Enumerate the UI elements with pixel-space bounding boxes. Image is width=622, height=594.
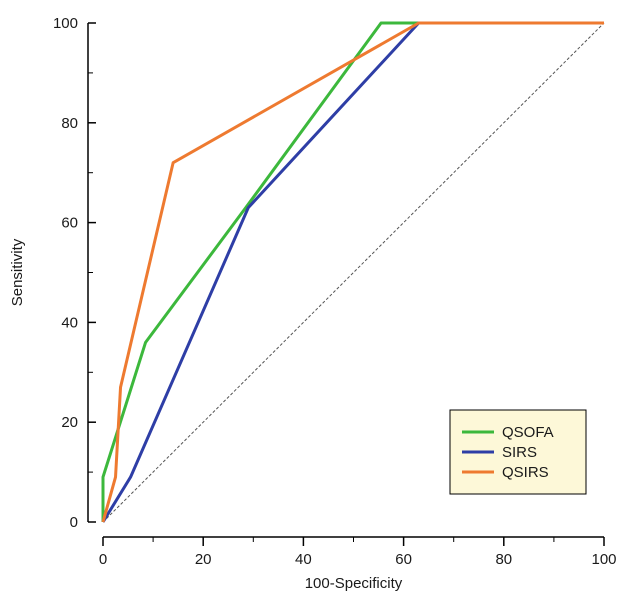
y-tick-label: 20: [61, 414, 78, 431]
legend-label-qsofa: QSOFA: [502, 424, 554, 441]
y-axis-title: Sensitivity: [9, 238, 26, 306]
y-tick-label: 80: [61, 115, 78, 132]
x-tick-label: 100: [591, 551, 616, 568]
reference-diagonal-line: [102, 22, 605, 523]
x-tick-label: 60: [395, 551, 412, 568]
y-tick-label: 0: [70, 514, 78, 531]
legend: QSOFA SIRS QSIRS: [449, 409, 587, 495]
x-tick-label: 0: [99, 551, 107, 568]
x-axis-title: 100-Specificity: [305, 575, 403, 592]
x-tick-label: 80: [495, 551, 512, 568]
legend-label-qsirs: QSIRS: [502, 464, 549, 481]
y-tick-label: 40: [61, 314, 78, 331]
series-line-qsirs: [101, 21, 604, 523]
axes: 0 20 40 60 80 100 0 20 40 60 80 100: [53, 15, 617, 568]
y-tick-label: 100: [53, 15, 78, 32]
x-tick-label: 40: [295, 551, 312, 568]
legend-label-sirs: SIRS: [502, 444, 537, 461]
plot-area: [101, 21, 605, 523]
y-tick-label: 60: [61, 215, 78, 232]
x-tick-label: 20: [195, 551, 212, 568]
